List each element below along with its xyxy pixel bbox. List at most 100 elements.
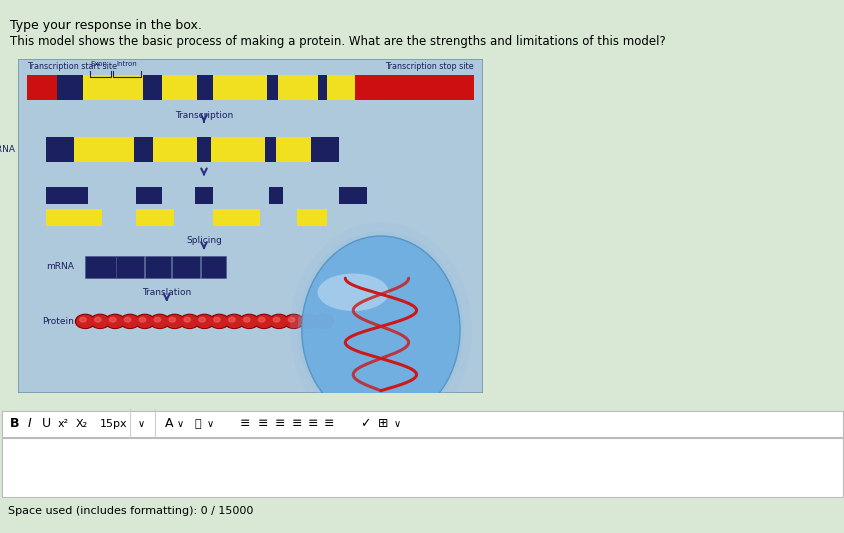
Circle shape [110, 317, 116, 322]
Circle shape [313, 314, 333, 328]
Text: ∨: ∨ [176, 419, 184, 429]
Bar [267, 75, 279, 100]
Bar [143, 75, 162, 100]
Ellipse shape [289, 222, 472, 438]
Text: ≡: ≡ [274, 417, 285, 430]
Circle shape [137, 316, 153, 327]
Bar [134, 138, 153, 163]
Bar [213, 75, 267, 100]
Bar [73, 138, 134, 163]
Text: ∨: ∨ [207, 419, 214, 429]
Circle shape [135, 314, 154, 328]
Bar [264, 138, 276, 163]
Bar [83, 75, 143, 100]
Text: Transcription start site: Transcription start site [27, 62, 117, 71]
Circle shape [122, 316, 138, 327]
Text: A: A [165, 417, 173, 430]
Bar [194, 188, 213, 204]
Bar [311, 138, 338, 163]
Circle shape [95, 317, 101, 322]
Text: U: U [42, 417, 51, 430]
Ellipse shape [301, 236, 459, 424]
Circle shape [243, 317, 250, 322]
Circle shape [149, 314, 170, 328]
Circle shape [194, 314, 214, 328]
Bar [137, 188, 162, 204]
Circle shape [225, 316, 242, 327]
Circle shape [258, 317, 265, 322]
Bar [213, 209, 260, 226]
Text: Intron: Intron [116, 61, 137, 67]
Text: Transcription: Transcription [175, 110, 233, 119]
Circle shape [106, 316, 123, 327]
Bar [338, 188, 366, 204]
Circle shape [75, 314, 95, 328]
Circle shape [77, 316, 94, 327]
Text: B: B [10, 417, 19, 430]
Circle shape [124, 317, 131, 322]
Bar [211, 138, 264, 163]
Bar [297, 209, 327, 226]
Text: X₂: X₂ [76, 419, 88, 429]
Text: x²: x² [58, 419, 69, 429]
Circle shape [166, 316, 183, 327]
Circle shape [196, 316, 213, 327]
Circle shape [241, 316, 257, 327]
Text: ∨: ∨ [393, 419, 401, 429]
Text: ≡: ≡ [257, 417, 268, 430]
Circle shape [284, 314, 303, 328]
Bar [137, 209, 174, 226]
Text: Exon: Exon [90, 61, 107, 67]
Circle shape [180, 314, 199, 328]
Circle shape [165, 314, 184, 328]
Circle shape [92, 316, 108, 327]
Bar [276, 138, 311, 163]
Text: Translation: Translation [142, 288, 191, 297]
Circle shape [273, 317, 279, 322]
Ellipse shape [297, 231, 463, 428]
Circle shape [181, 316, 197, 327]
Text: ≡: ≡ [292, 417, 302, 430]
Text: Transcription stop site: Transcription stop site [385, 62, 473, 71]
Text: ✓: ✓ [360, 417, 370, 430]
Circle shape [256, 316, 272, 327]
Circle shape [299, 314, 318, 328]
Circle shape [270, 316, 287, 327]
Bar [197, 75, 213, 100]
Text: ≡: ≡ [240, 417, 250, 430]
Circle shape [317, 317, 324, 322]
Text: Type your response in the box.: Type your response in the box. [10, 19, 202, 31]
Text: mRNA: mRNA [46, 262, 73, 271]
Bar [46, 209, 101, 226]
Circle shape [225, 314, 244, 328]
Circle shape [229, 317, 235, 322]
Text: Space used (includes formatting): 0 / 15000: Space used (includes formatting): 0 / 15… [8, 506, 253, 516]
Circle shape [239, 314, 258, 328]
Text: This model shows the basic process of making a protein. What are the strengths a: This model shows the basic process of ma… [10, 35, 665, 47]
Circle shape [214, 317, 220, 322]
Bar [46, 188, 88, 204]
Bar [116, 256, 144, 278]
Circle shape [154, 317, 160, 322]
Circle shape [254, 314, 273, 328]
Circle shape [209, 314, 229, 328]
Text: Splicing: Splicing [186, 236, 222, 245]
Bar [279, 75, 317, 100]
Ellipse shape [301, 236, 459, 424]
Circle shape [79, 317, 86, 322]
Circle shape [288, 317, 295, 322]
Text: 🖊: 🖊 [195, 419, 202, 429]
Circle shape [169, 317, 176, 322]
Bar [327, 75, 354, 100]
Bar [269, 188, 283, 204]
Text: Protein: Protein [41, 317, 73, 326]
Circle shape [184, 317, 190, 322]
Circle shape [300, 316, 316, 327]
Text: 15px: 15px [100, 419, 127, 429]
Bar [317, 75, 327, 100]
Circle shape [139, 317, 146, 322]
Circle shape [211, 316, 228, 327]
Circle shape [90, 314, 110, 328]
Text: ≡: ≡ [323, 417, 334, 430]
Bar [162, 75, 197, 100]
